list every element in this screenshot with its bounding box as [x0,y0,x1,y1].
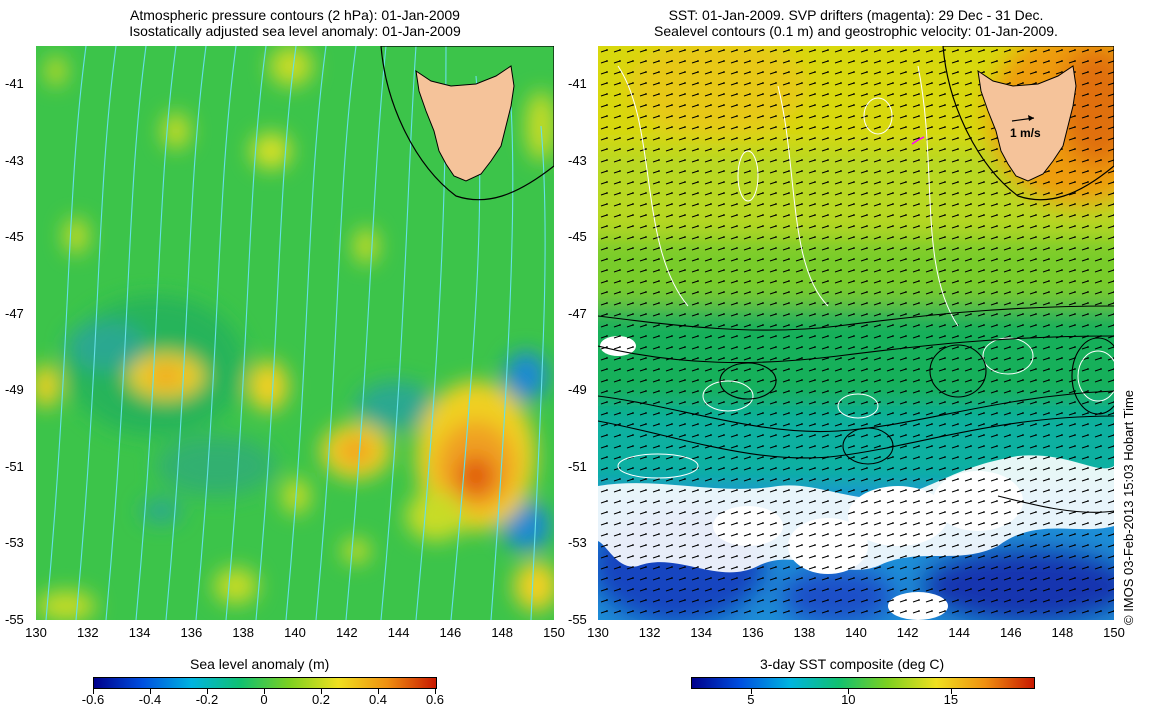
x-tick-label: 146 [999,625,1022,640]
x-tick-label: 138 [793,625,816,640]
left-colorbar-title: Sea level anomaly (m) [190,656,330,672]
colorbar-tick-mark [435,689,436,694]
sla-anomaly-blobs [36,46,554,620]
y-tick-label: -43 [5,152,24,168]
left-colorbar [93,677,437,689]
scale-arrow-label: 1 m/s [1010,126,1041,140]
tasmania-land [977,65,1077,182]
y-tick-label: -47 [568,305,587,321]
x-tick-label: 150 [543,625,565,640]
tasmania-land [415,65,515,182]
colorbar-tick-label: 0.4 [368,692,388,707]
right-title-line1: SST: 01-Jan-2009. SVP drifters (magenta)… [668,7,1044,23]
y-tick-label: -45 [568,229,587,245]
right-colorbar-title: 3-day SST composite (deg C) [760,656,945,672]
imos-credit: © IMOS 03-Feb-2013 15:03 Hobart Time [1121,389,1136,625]
x-tick-label: 140 [284,625,306,640]
y-tick-label: -45 [5,229,24,245]
tasmania-shelf [942,46,1114,201]
y-tick-label: -55 [568,612,587,627]
colorbar-tick-mark [321,689,322,694]
y-tick-label: -49 [5,382,24,398]
sea-level-anomaly-map [36,46,554,620]
y-tick-label: -41 [568,76,587,91]
y-tick-label: -49 [568,382,587,398]
colorbar-tick-mark [848,689,850,694]
y-tick-label: -53 [568,535,587,551]
x-tick-label: 146 [439,625,462,640]
y-tick-label: -43 [568,152,587,168]
y-tick-label: -41 [5,76,24,91]
sealevel-black-contours [598,305,1114,513]
x-tick-label: 136 [741,625,764,640]
colorbar-tick-label: 0 [260,692,268,707]
colorbar-tick-label: 0.2 [311,692,331,707]
sst-map: 1 m/s [598,46,1114,620]
right-title-line2: Sealevel contours (0.1 m) and geostrophi… [654,23,1058,39]
colorbar-tick-mark [207,689,208,694]
x-tick-label: 148 [491,625,514,640]
x-tick-label: 144 [387,625,410,640]
colorbar-tick-mark [750,689,752,694]
x-tick-label: 132 [76,625,99,640]
tasmania-shelf [380,46,554,201]
y-tick-label: -55 [5,612,24,627]
scale-arrow-icon [1011,115,1035,122]
colorbar-tick-mark [150,689,151,694]
x-tick-label: 138 [232,625,255,640]
colorbar-tick-label: -0.2 [195,692,219,707]
colorbar-tick-mark [950,689,952,694]
x-tick-label: 140 [845,625,867,640]
y-tick-label: -51 [5,458,24,474]
colorbar-tick-mark [378,689,379,694]
svp-drifter-track [911,136,925,145]
x-tick-label: 148 [1051,625,1074,640]
colorbar-tick-label: 15 [943,692,959,707]
x-tick-label: 132 [638,625,661,640]
colorbar-tick-mark [93,689,94,694]
colorbar-tick-mark [264,689,265,694]
x-tick-label: 134 [690,625,713,640]
x-tick-label: 130 [25,625,47,640]
x-tick-label: 142 [335,625,358,640]
left-title-line2: Isostatically adjusted sea level anomaly… [129,23,461,39]
x-tick-label: 150 [1103,625,1125,640]
colorbar-tick-label: -0.4 [138,692,162,707]
y-tick-label: -47 [5,305,24,321]
x-tick-label: 130 [587,625,609,640]
left-title-line1: Atmospheric pressure contours (2 hPa): 0… [130,7,460,23]
colorbar-tick-label: 5 [747,692,755,707]
x-tick-label: 136 [180,625,203,640]
right-colorbar [691,677,1035,689]
colorbar-tick-label: -0.6 [81,692,105,707]
y-tick-label: -51 [568,458,587,474]
x-tick-label: 144 [948,625,971,640]
sealevel-contours [617,65,1114,479]
x-tick-label: 142 [896,625,919,640]
pressure-contours [45,46,546,620]
colorbar-tick-label: 10 [841,692,856,707]
y-tick-label: -53 [5,535,24,551]
colorbar-tick-label: 0.6 [425,692,445,707]
x-tick-label: 134 [128,625,151,640]
